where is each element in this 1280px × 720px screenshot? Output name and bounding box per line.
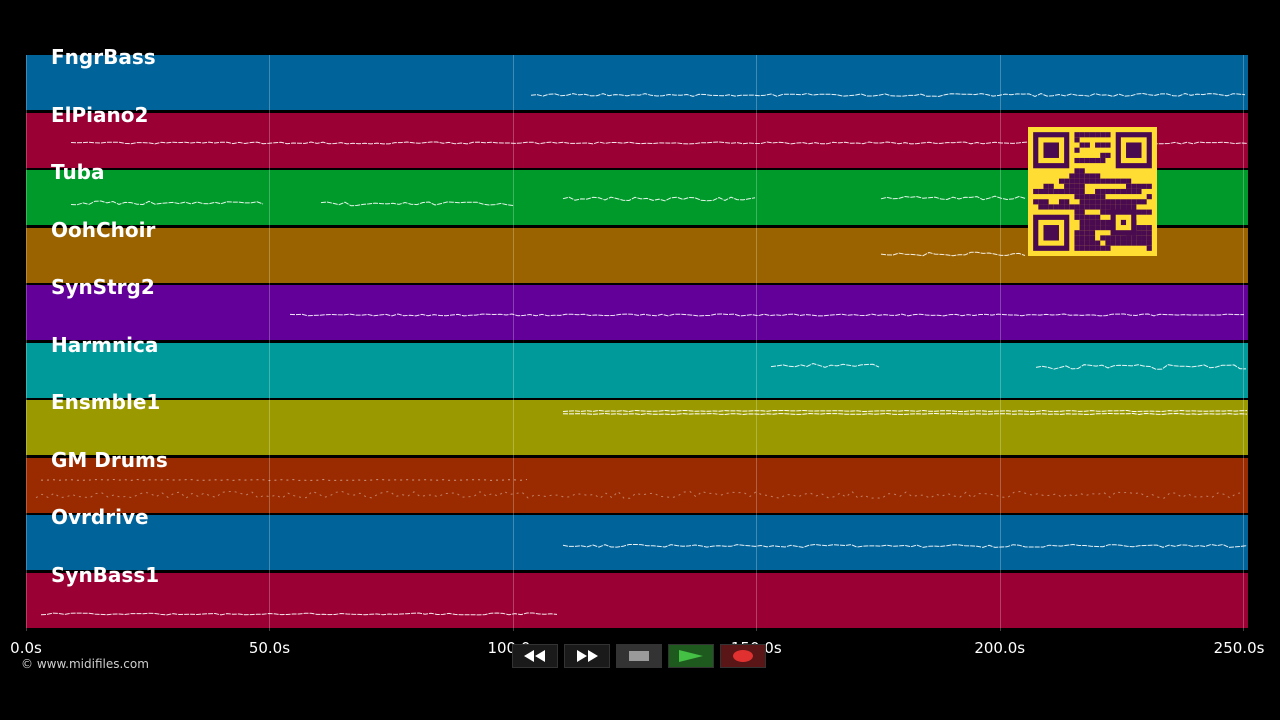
track-row: GM Drums bbox=[26, 448, 1248, 513]
note-lane bbox=[530, 92, 1246, 97]
fast-forward-button[interactable] bbox=[564, 644, 610, 668]
stop-button[interactable] bbox=[616, 644, 662, 668]
note-lane bbox=[35, 478, 1243, 499]
track-area: FngrBass ElPiano2 Tuba OohChoir SynStrg2 Harm… bbox=[26, 45, 1248, 631]
note-segment bbox=[562, 196, 756, 202]
note-segment bbox=[880, 251, 1026, 256]
record-button[interactable] bbox=[720, 644, 766, 668]
rewind-button[interactable] bbox=[512, 644, 558, 668]
track-row: FngrBass bbox=[26, 45, 1248, 110]
note-lane bbox=[562, 544, 1248, 549]
note-lane bbox=[770, 362, 1247, 370]
track-label: Ovrdrive bbox=[51, 505, 149, 530]
grid-line bbox=[269, 55, 271, 631]
tick-label: 0.0s bbox=[10, 639, 42, 657]
track-label: OohChoir bbox=[51, 217, 156, 242]
rewind-icon bbox=[524, 650, 545, 662]
note-segment bbox=[770, 362, 880, 368]
track-row: SynBass1 bbox=[26, 563, 1248, 629]
track-label: SynBass1 bbox=[51, 563, 160, 588]
record-icon bbox=[733, 650, 753, 662]
transport-controls bbox=[512, 644, 770, 670]
note-segment bbox=[320, 201, 514, 207]
tick-label: 250.0s bbox=[1213, 639, 1265, 657]
note-lane bbox=[70, 195, 1026, 207]
qr-code-icon bbox=[1028, 127, 1157, 256]
note-segment bbox=[1035, 363, 1247, 370]
grid-line bbox=[999, 55, 1001, 631]
note-segment bbox=[70, 200, 264, 206]
note-segment bbox=[562, 544, 1248, 549]
note-lane bbox=[562, 410, 1248, 416]
note-segment bbox=[562, 413, 1248, 416]
note-segment bbox=[880, 195, 1026, 201]
track-label: ElPiano2 bbox=[51, 102, 149, 127]
stop-icon bbox=[629, 651, 649, 661]
play-icon bbox=[679, 650, 703, 662]
note-segment bbox=[530, 92, 1246, 97]
track-label: Harmnica bbox=[51, 332, 159, 357]
play-button[interactable] bbox=[668, 644, 714, 668]
note-segment bbox=[40, 612, 558, 616]
track-row: SynStrg2 bbox=[26, 275, 1248, 341]
grid-line bbox=[1243, 55, 1245, 631]
note-segment bbox=[41, 478, 528, 481]
grid-line bbox=[756, 55, 758, 631]
tick-label: 200.0s bbox=[974, 639, 1026, 657]
track-label: Tuba bbox=[51, 160, 105, 185]
note-lane bbox=[880, 251, 1026, 256]
track-label: Ensmble1 bbox=[51, 390, 161, 415]
note-segment bbox=[35, 490, 1243, 499]
tick-label: 50.0s bbox=[248, 639, 291, 657]
track-label: FngrBass bbox=[51, 45, 156, 69]
track-label: GM Drums bbox=[51, 447, 168, 472]
note-segment bbox=[562, 410, 1248, 413]
note-lane bbox=[40, 612, 558, 616]
track-row: Ensmble1 bbox=[26, 390, 1248, 456]
fast-forward-icon bbox=[577, 650, 598, 662]
track-label: SynStrg2 bbox=[51, 275, 155, 300]
track-row: Ovrdrive bbox=[26, 505, 1248, 571]
grid-line bbox=[512, 55, 514, 631]
grid-line bbox=[26, 55, 27, 631]
note-segment bbox=[289, 313, 1244, 317]
note-lane bbox=[289, 313, 1244, 317]
copyright-text: © www.midifiles.com bbox=[21, 657, 149, 671]
track-row: Harmnica bbox=[26, 333, 1248, 398]
